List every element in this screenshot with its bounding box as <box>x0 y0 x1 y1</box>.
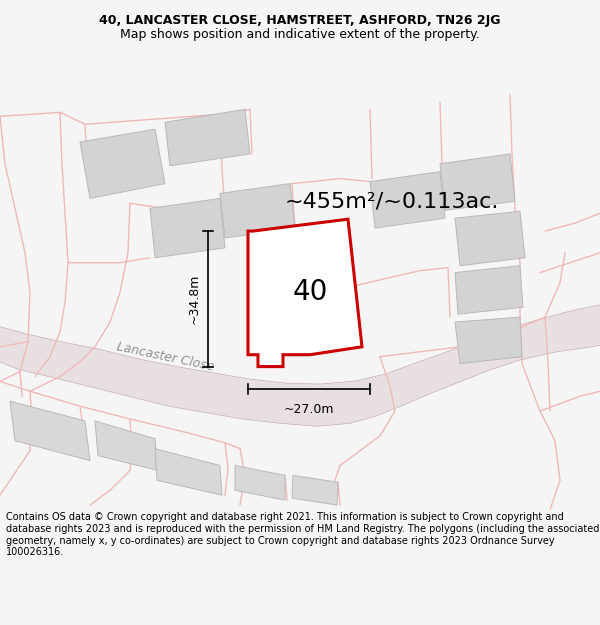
Polygon shape <box>235 466 285 500</box>
Polygon shape <box>150 198 225 258</box>
Polygon shape <box>155 449 222 495</box>
Polygon shape <box>165 109 250 166</box>
Text: ~34.8m: ~34.8m <box>187 274 200 324</box>
Polygon shape <box>455 317 522 364</box>
Polygon shape <box>95 421 158 471</box>
Text: ~27.0m: ~27.0m <box>284 403 334 416</box>
Polygon shape <box>440 154 515 210</box>
Text: 40: 40 <box>292 278 328 306</box>
Polygon shape <box>455 266 523 314</box>
Text: Lancaster Close: Lancaster Close <box>115 340 215 373</box>
Text: 40, LANCASTER CLOSE, HAMSTREET, ASHFORD, TN26 2JG: 40, LANCASTER CLOSE, HAMSTREET, ASHFORD,… <box>99 14 501 27</box>
Polygon shape <box>80 129 165 198</box>
Polygon shape <box>10 401 90 461</box>
Text: Contains OS data © Crown copyright and database right 2021. This information is : Contains OS data © Crown copyright and d… <box>6 512 599 557</box>
Text: ~455m²/~0.113ac.: ~455m²/~0.113ac. <box>285 191 499 211</box>
Polygon shape <box>455 211 525 266</box>
Polygon shape <box>220 184 295 238</box>
Text: Map shows position and indicative extent of the property.: Map shows position and indicative extent… <box>120 28 480 41</box>
Polygon shape <box>248 219 362 367</box>
Polygon shape <box>0 305 600 426</box>
Polygon shape <box>370 172 445 228</box>
Polygon shape <box>292 476 338 505</box>
